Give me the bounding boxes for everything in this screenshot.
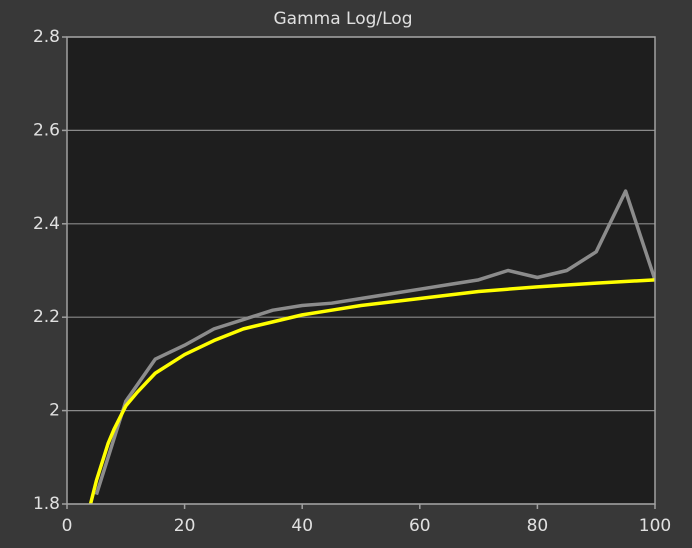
x-tick-label: 60 bbox=[409, 516, 431, 536]
y-tick-label: 2.2 bbox=[33, 307, 60, 327]
y-tick-label: 2.4 bbox=[33, 214, 60, 234]
series-line bbox=[88, 278, 655, 504]
x-tick-label: 100 bbox=[639, 516, 671, 536]
x-tick-label: 20 bbox=[174, 516, 196, 536]
plot-frame bbox=[66, 36, 656, 505]
y-tick-label: 1.8 bbox=[33, 494, 60, 514]
y-tick-label: 2 bbox=[49, 401, 60, 421]
x-tick-label: 80 bbox=[527, 516, 549, 536]
chart-title: Gamma Log/Log bbox=[274, 9, 413, 29]
x-tick-label: 0 bbox=[62, 516, 73, 536]
plot-area bbox=[67, 37, 655, 504]
y-tick-label: 2.8 bbox=[33, 27, 60, 47]
series-line bbox=[94, 189, 655, 496]
x-tick-label: 40 bbox=[291, 516, 313, 536]
y-tick-label: 2.6 bbox=[33, 120, 60, 140]
